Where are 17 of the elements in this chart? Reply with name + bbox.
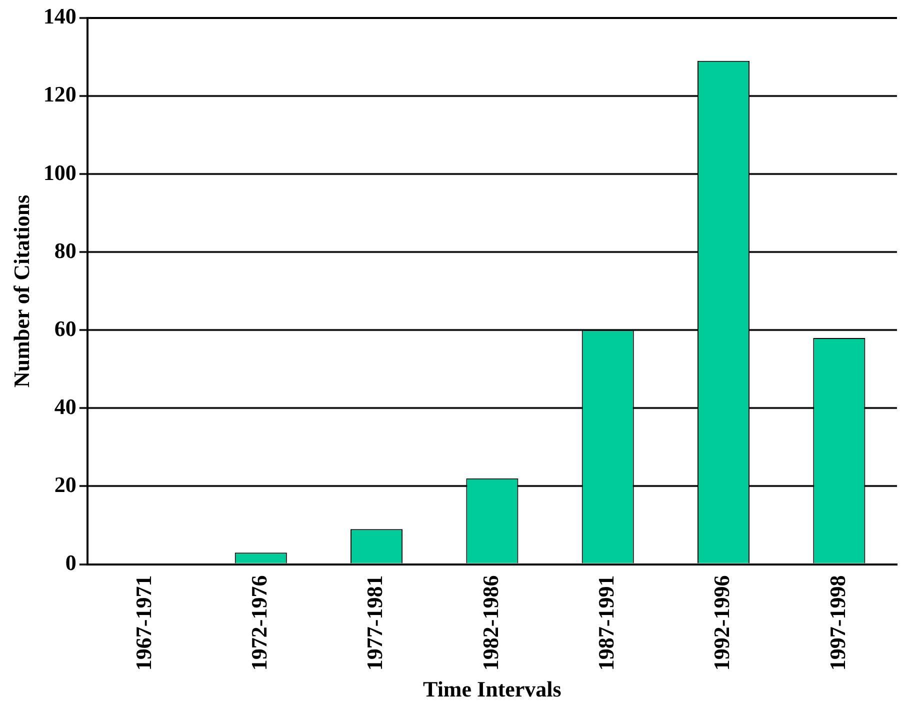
y-tick-label: 120 (43, 82, 76, 107)
y-tick-label: 40 (54, 394, 76, 419)
x-tick-label: 1997-1998 (824, 575, 850, 671)
x-tick-label: 1977-1981 (362, 575, 388, 671)
x-axis-title: Time Intervals (423, 676, 562, 702)
y-axis-title: Number of Citations (8, 194, 34, 388)
x-tick-label: 1987-1991 (594, 575, 619, 671)
y-tick-label: 80 (54, 238, 76, 263)
x-tick-label: 1982-1986 (478, 575, 503, 671)
y-tick-label: 20 (54, 472, 76, 497)
x-tick-label: 1972-1976 (246, 575, 272, 671)
y-tick-label: 100 (43, 160, 76, 185)
y-tick-label: 0 (65, 550, 76, 575)
y-tick-label: 140 (43, 4, 76, 29)
x-tick-label: 1992-1996 (709, 575, 734, 671)
x-tick-label: 1967-1971 (130, 575, 156, 671)
y-tick-label: 60 (54, 316, 76, 341)
